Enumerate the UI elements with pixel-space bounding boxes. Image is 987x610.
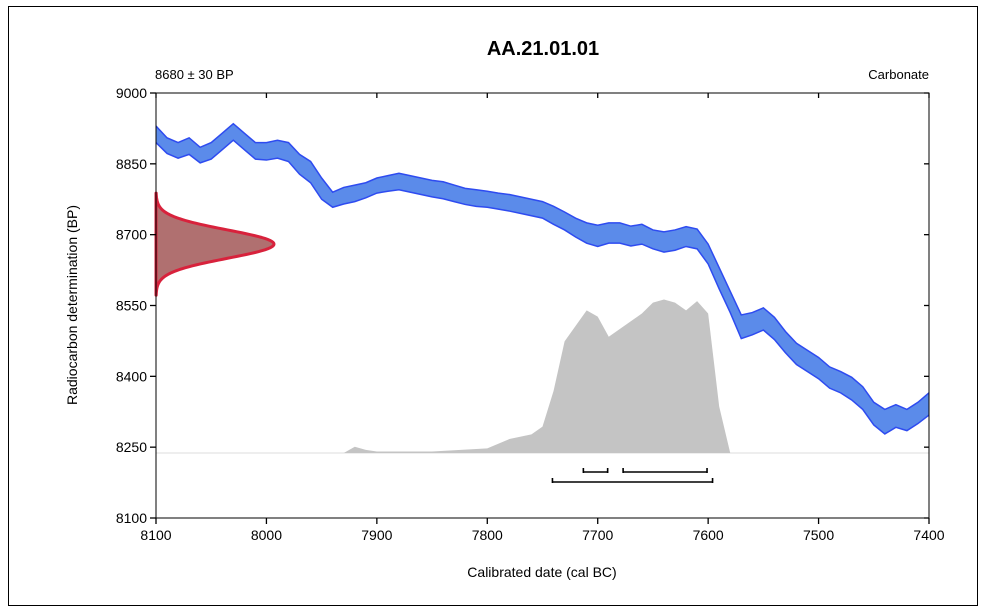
posterior-area — [156, 299, 731, 453]
calibration-upper-edge — [155, 122, 930, 411]
measurement-gaussian — [154, 191, 276, 297]
x-axis-ticks: 8100 8000 7900 7800 7700 7600 7500 7400 — [140, 93, 945, 543]
calibration-band — [156, 123, 929, 434]
y-tick-label: 8850 — [116, 156, 147, 172]
y-tick-label: 8550 — [116, 298, 147, 314]
y-tick-label: 8100 — [116, 510, 147, 526]
sample-material-label: Carbonate — [868, 67, 929, 82]
y-tick-label: 8400 — [116, 368, 147, 384]
calibration-curve — [155, 122, 930, 435]
x-tick-label: 7500 — [803, 527, 834, 543]
x-tick-label: 7700 — [582, 527, 613, 543]
x-tick-label: 8100 — [140, 527, 171, 543]
y-axis-ticks: 8100 8250 8400 8550 8700 8850 9000 — [116, 85, 929, 526]
y-tick-label: 9000 — [116, 85, 147, 101]
chart-frame: AA.21.01.01 8680 ± 30 BP Carbonate 8100 8… — [8, 6, 978, 606]
calibration-lower-edge — [155, 139, 930, 435]
x-axis-label: Calibrated date (cal BC) — [467, 564, 616, 580]
y-axis-label: Radiocarbon determination (BP) — [64, 205, 80, 405]
posterior-distribution — [156, 299, 929, 454]
probability-ranges — [551, 468, 714, 483]
x-tick-label: 7800 — [472, 527, 503, 543]
calibration-chart: AA.21.01.01 8680 ± 30 BP Carbonate 8100 8… — [64, 38, 945, 580]
x-tick-label: 8000 — [251, 527, 282, 543]
chart-title: AA.21.01.01 — [487, 38, 599, 60]
y-tick-label: 8250 — [116, 439, 147, 455]
measurement-distribution — [154, 191, 276, 297]
x-tick-label: 7900 — [361, 527, 392, 543]
y-tick-label: 8700 — [116, 227, 147, 243]
x-tick-label: 7400 — [913, 527, 944, 543]
measurement-label: 8680 ± 30 BP — [155, 67, 234, 82]
x-tick-label: 7600 — [693, 527, 724, 543]
